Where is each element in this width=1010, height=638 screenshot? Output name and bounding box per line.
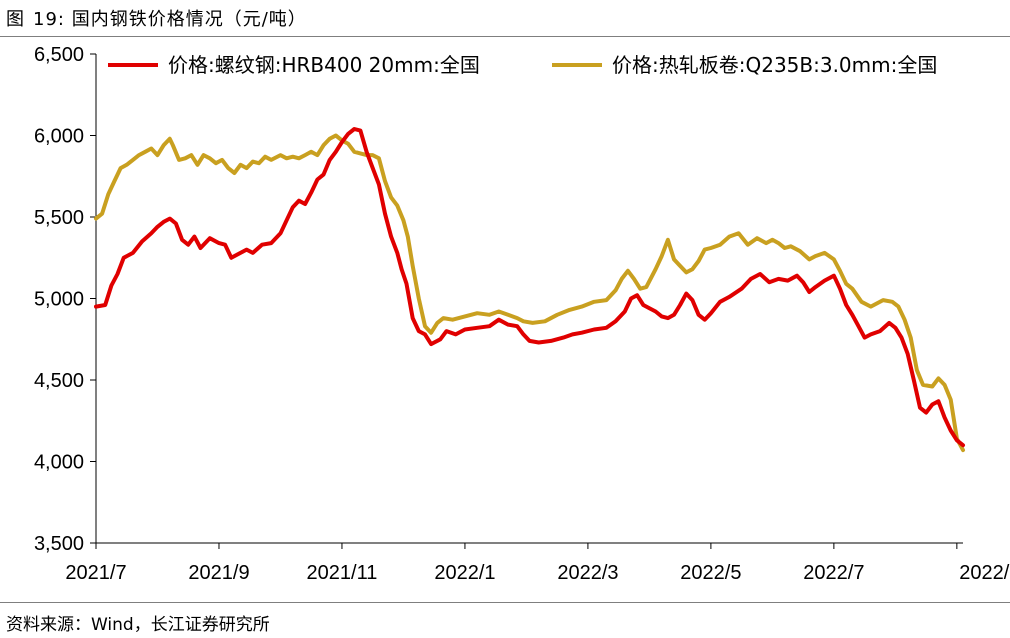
x-tick-label: 2022/1 (434, 562, 495, 584)
x-tick-label: 2022/7 (803, 562, 864, 584)
x-tick-label: 2022/9 (959, 562, 1010, 584)
figure-number: 19: (33, 9, 65, 30)
legend: 价格:螺纹钢:HRB400 20mm:全国 价格:热轧板卷:Q235B:3.0mm… (108, 53, 937, 77)
figure-title: 图 19: 国内钢铁价格情况（元/吨） (6, 5, 307, 31)
y-tick-label: 4,000 (34, 452, 84, 474)
series-line-rebar (94, 127, 965, 448)
y-tick-label: 3,500 (34, 533, 84, 555)
line-chart: 3,500 4,000 4,500 5,000 5,500 6,000 6,500 2021/… (34, 44, 1010, 584)
legend-label: 价格:螺纹钢:HRB400 20mm:全国 (168, 53, 480, 77)
figure-title-text: 国内钢铁价格情况（元/吨） (71, 9, 307, 30)
source-note: 资料来源：Wind，长江证券研究所 (6, 615, 270, 635)
x-tick-label: 2021/9 (188, 562, 249, 584)
x-tick-label: 2021/7 (65, 562, 126, 584)
x-tick-label: 2022/3 (557, 562, 618, 584)
y-tick-label: 5,500 (34, 207, 84, 229)
title-divider (0, 36, 1010, 37)
series-layer (94, 127, 965, 453)
series-line-hotroll (94, 133, 965, 453)
x-tick-label: 2021/11 (307, 562, 378, 584)
source-divider (0, 602, 1010, 603)
y-tick-label: 6,500 (34, 44, 84, 66)
x-tick-label: 2022/5 (680, 562, 741, 584)
legend-label: 价格:热轧板卷:Q235B:3.0mm:全国 (612, 53, 937, 77)
axes-layer: 3,500 4,000 4,500 5,000 5,500 6,000 6,500 2021/… (34, 44, 1010, 584)
y-tick-label: 6,000 (34, 126, 84, 148)
y-tick-label: 5,000 (34, 289, 84, 311)
y-tick-label: 4,500 (34, 370, 84, 392)
figure-label: 图 (6, 9, 25, 30)
